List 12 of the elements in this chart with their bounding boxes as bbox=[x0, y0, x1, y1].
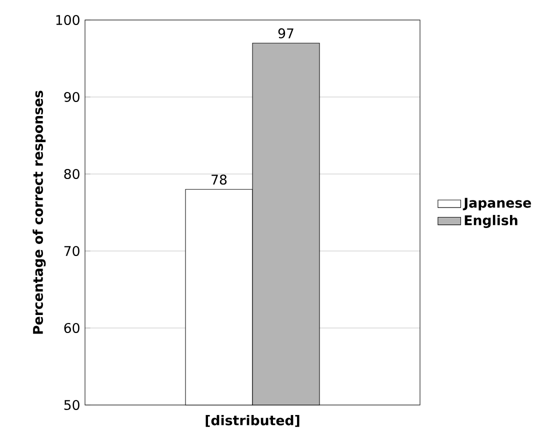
y-tick-label: 60 bbox=[64, 322, 80, 334]
y-tick-label: 90 bbox=[64, 92, 80, 102]
y-tick-label: 80 bbox=[64, 168, 80, 180]
legend-label: English bbox=[464, 214, 518, 228]
y-tick-label: 70 bbox=[64, 246, 80, 256]
data-label: 97 bbox=[278, 28, 294, 38]
y-tick-label: 100 bbox=[56, 14, 80, 26]
x-tick-label: [distributed] bbox=[206, 415, 300, 427]
data-label: 78 bbox=[212, 174, 227, 185]
legend-label: Japanese bbox=[462, 198, 532, 210]
y-axis-title: Percentage of correct responses bbox=[32, 90, 46, 334]
y-tick-label: 50 bbox=[64, 400, 80, 410]
